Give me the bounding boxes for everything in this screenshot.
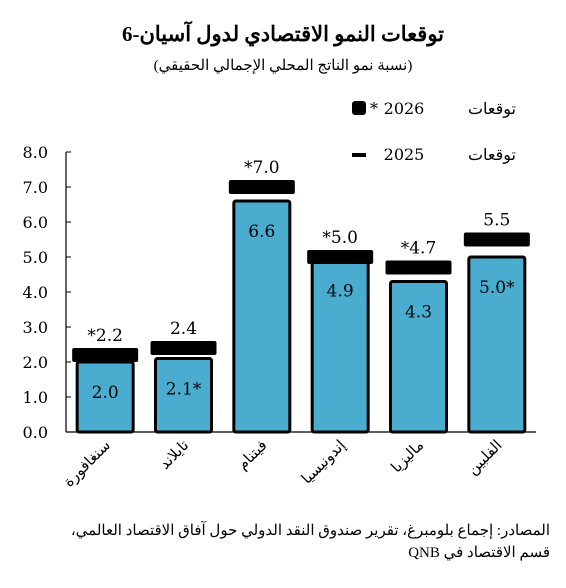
source-line-2: قسم الاقتصاد في QNB — [408, 545, 550, 561]
data-label-2025: 2.1* — [166, 380, 202, 400]
legend-asterisk: * — [370, 99, 378, 118]
legend-swatch-2026 — [352, 101, 366, 115]
chart-subtitle: (نسبة نمو الناتج المحلي الإجمالي الحقيقي… — [153, 58, 413, 74]
data-label-2026: 5.5 — [483, 211, 510, 231]
bar-2025 — [232, 199, 292, 434]
y-tick-label: 8.0 — [23, 143, 48, 162]
legend-year: 2025 — [384, 145, 425, 164]
data-label-2026: *2.2 — [87, 326, 123, 346]
chart-title: توقعات النمو الاقتصادي لدول آسيان-6 — [121, 22, 445, 46]
marker-2026 — [463, 232, 530, 247]
y-tick-label: 4.0 — [23, 283, 48, 302]
category-label: تايلاند — [157, 438, 192, 473]
data-label-2026: 2.4 — [170, 319, 197, 339]
source-note: المصادر: إجماع بلومبرغ، تقرير صندوق النق… — [10, 520, 550, 564]
category-label: الفلبين — [465, 438, 506, 479]
bar-2025 — [389, 280, 448, 434]
marker-2026 — [150, 341, 217, 355]
data-label-2025: 4.3 — [405, 303, 432, 323]
legend-text: توقعات — [468, 99, 516, 118]
marker-2026 — [228, 180, 295, 194]
data-label-2025: 5.0* — [479, 278, 515, 298]
data-label-2026: *5.0 — [322, 228, 358, 248]
data-label-2026: *4.7 — [401, 239, 437, 259]
source-line-1: المصادر: إجماع بلومبرغ، تقرير صندوق النق… — [70, 523, 550, 539]
category-label: فيتنام — [235, 438, 271, 474]
bar-chart: 0.0 1.0 2.0 3.0 4.0 5.0 6.0 7.0 8.0 2.0 *2.2 سنغافو… — [23, 99, 536, 491]
marker-2026 — [385, 260, 452, 275]
legend-text: توقعات — [468, 145, 516, 164]
y-tick-label: 3.0 — [23, 318, 48, 337]
data-label-2025: 2.0 — [92, 383, 119, 403]
y-tick-label: 0.0 — [23, 423, 48, 442]
y-tick-label: 7.0 — [23, 178, 48, 197]
category-label: ماليزيا — [389, 438, 428, 477]
data-label-2025: 6.6 — [248, 222, 275, 242]
legend-swatch-2025 — [352, 153, 366, 157]
data-label-2026: *7.0 — [244, 158, 280, 178]
y-tick-label: 5.0 — [23, 248, 48, 267]
marker-2026 — [307, 250, 374, 264]
marker-2026 — [72, 348, 139, 362]
data-label-2025: 4.9 — [327, 282, 354, 302]
bar-2025 — [467, 255, 527, 434]
legend-year: 2026 — [384, 99, 425, 118]
y-tick-label: 1.0 — [23, 388, 48, 407]
y-tick-label: 6.0 — [23, 213, 48, 232]
y-tick-label: 2.0 — [23, 353, 48, 372]
category-label: سنغافورة — [61, 438, 114, 491]
category-label: إندونيسيا — [299, 438, 349, 488]
bar-2025 — [154, 357, 213, 434]
